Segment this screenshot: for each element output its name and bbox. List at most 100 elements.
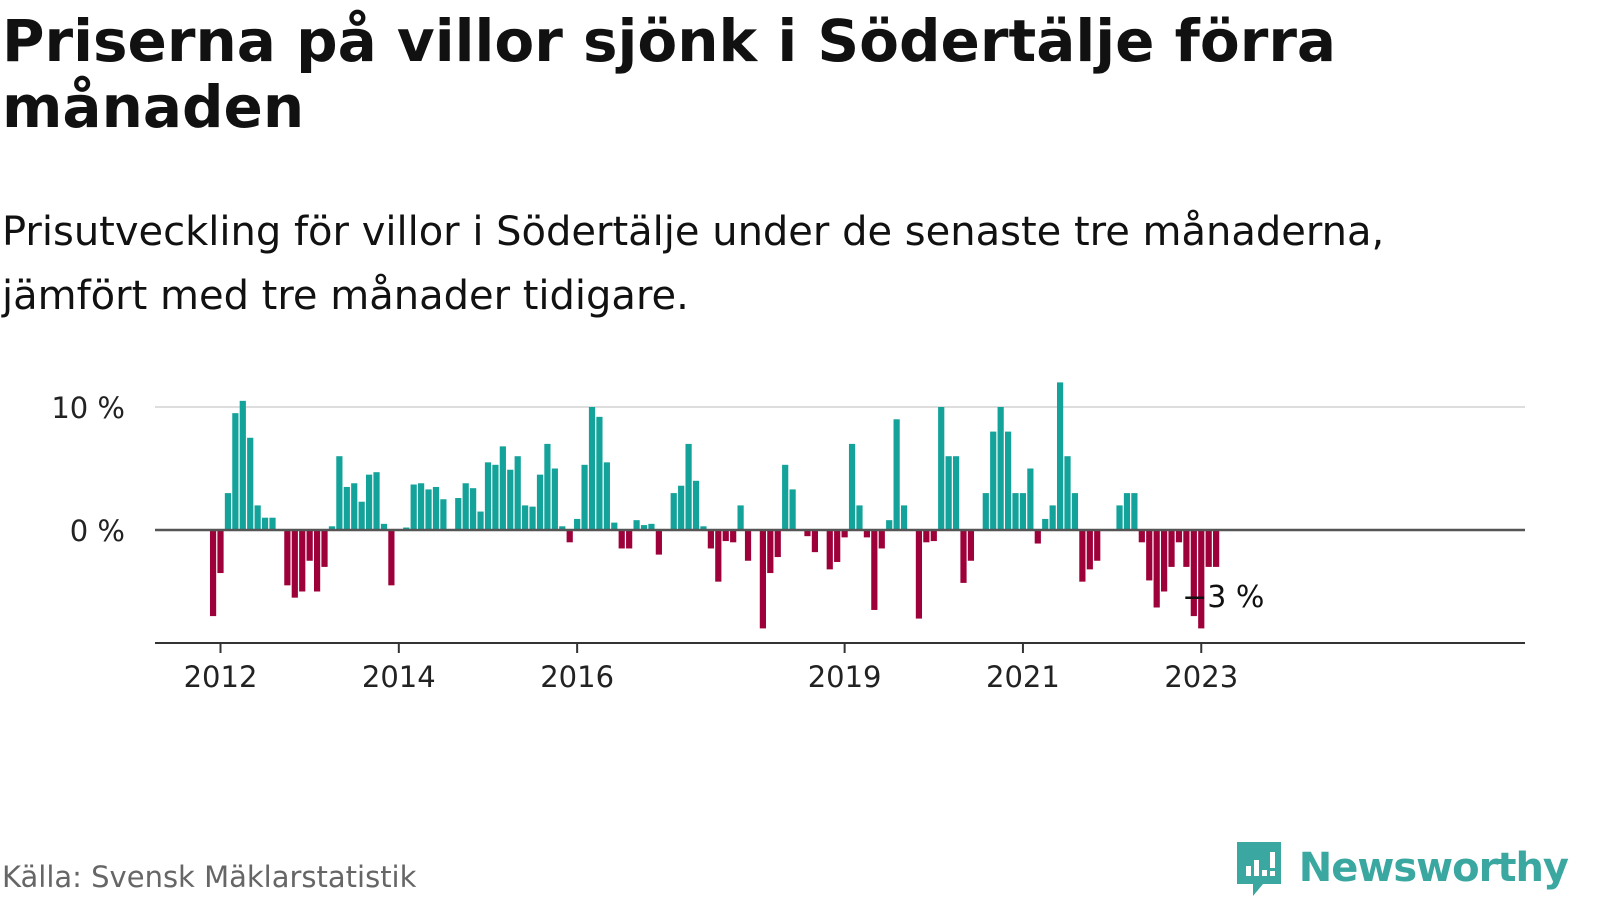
bar [536,474,544,530]
bar [804,530,811,537]
bar [1205,530,1212,567]
bar [291,530,298,598]
bar [1086,530,1093,570]
bar [209,530,217,617]
bar [744,530,752,561]
bar [425,489,432,530]
bar [1027,468,1034,530]
bar [648,523,655,530]
bar [633,520,640,530]
bar [1019,493,1027,530]
bar [306,530,313,561]
bar [499,446,506,530]
bar [863,530,871,538]
bar [640,525,648,530]
x-tick-label: 2014 [362,660,436,694]
bar [522,505,529,530]
bar [462,483,469,530]
bar [826,530,833,570]
bar [730,530,737,543]
bar [923,530,930,543]
bar [1056,382,1064,530]
bar [893,419,900,530]
bar [626,530,633,549]
bar [1131,493,1138,530]
bar [343,486,350,530]
bar [581,464,588,530]
bar [886,520,893,530]
brand-logo: Newsworthy [1233,838,1569,898]
bar [707,530,714,549]
bar [1146,530,1153,581]
bar [1042,518,1049,530]
bar [1071,493,1079,530]
bar [247,437,254,530]
bar [514,456,521,530]
bar [492,464,499,530]
x-tick-label: 2012 [184,660,258,694]
bar [789,489,796,530]
bar [484,462,492,530]
bar [834,530,841,562]
bar [551,468,558,530]
page-subtitle: Prisutveckling för villor i Södertälje u… [2,209,1385,319]
bar [470,488,477,530]
x-tick-label: 2021 [986,660,1060,694]
bar [507,469,514,530]
bar [722,530,729,542]
bar [440,499,447,530]
bar [960,530,967,583]
bar [1175,530,1183,543]
newsworthy-logo-icon [1236,842,1281,896]
bar [700,526,707,530]
bar [997,407,1004,530]
bar [915,530,923,619]
bar [1153,530,1160,608]
bar [1198,530,1205,629]
bar [328,526,336,530]
bar [767,530,774,574]
bar [1183,530,1190,567]
bar [1049,505,1056,530]
bar [217,530,224,574]
bar-chart: 0 % 10 % 2012 2014 2016 2019 2021 2023 −3 % [51,382,1525,694]
bar [380,523,388,530]
bar [618,530,625,549]
bar [232,413,239,530]
bar [351,483,358,530]
bar [313,530,321,592]
bar [982,493,989,530]
bar [1168,530,1175,567]
bar [611,522,618,530]
bar [930,530,937,542]
bar [366,474,373,530]
x-tick-label: 2019 [808,660,882,694]
bar [336,456,343,530]
bar [566,530,573,543]
bar [544,443,551,530]
bar [967,530,975,561]
page-title: Priserna på villor sjönk i Södertälje fö… [2,7,1337,141]
bar [737,505,744,530]
bar [1123,493,1131,530]
bar [878,530,885,549]
bar [269,517,276,530]
bar [559,526,566,530]
bar [856,505,863,530]
bar [685,443,692,530]
bar [529,506,536,530]
source-note: Källa: Svensk Mäklarstatistik [2,860,417,894]
bar [900,505,908,530]
bar [811,530,818,553]
bar [596,416,603,530]
bar [1138,530,1145,543]
bar [388,530,395,586]
bar [373,472,380,530]
bar [1012,493,1019,530]
bar [432,486,440,530]
bar [759,530,766,629]
bar [715,530,722,582]
bar [1079,530,1086,582]
bar [321,530,328,567]
bar [224,493,232,530]
